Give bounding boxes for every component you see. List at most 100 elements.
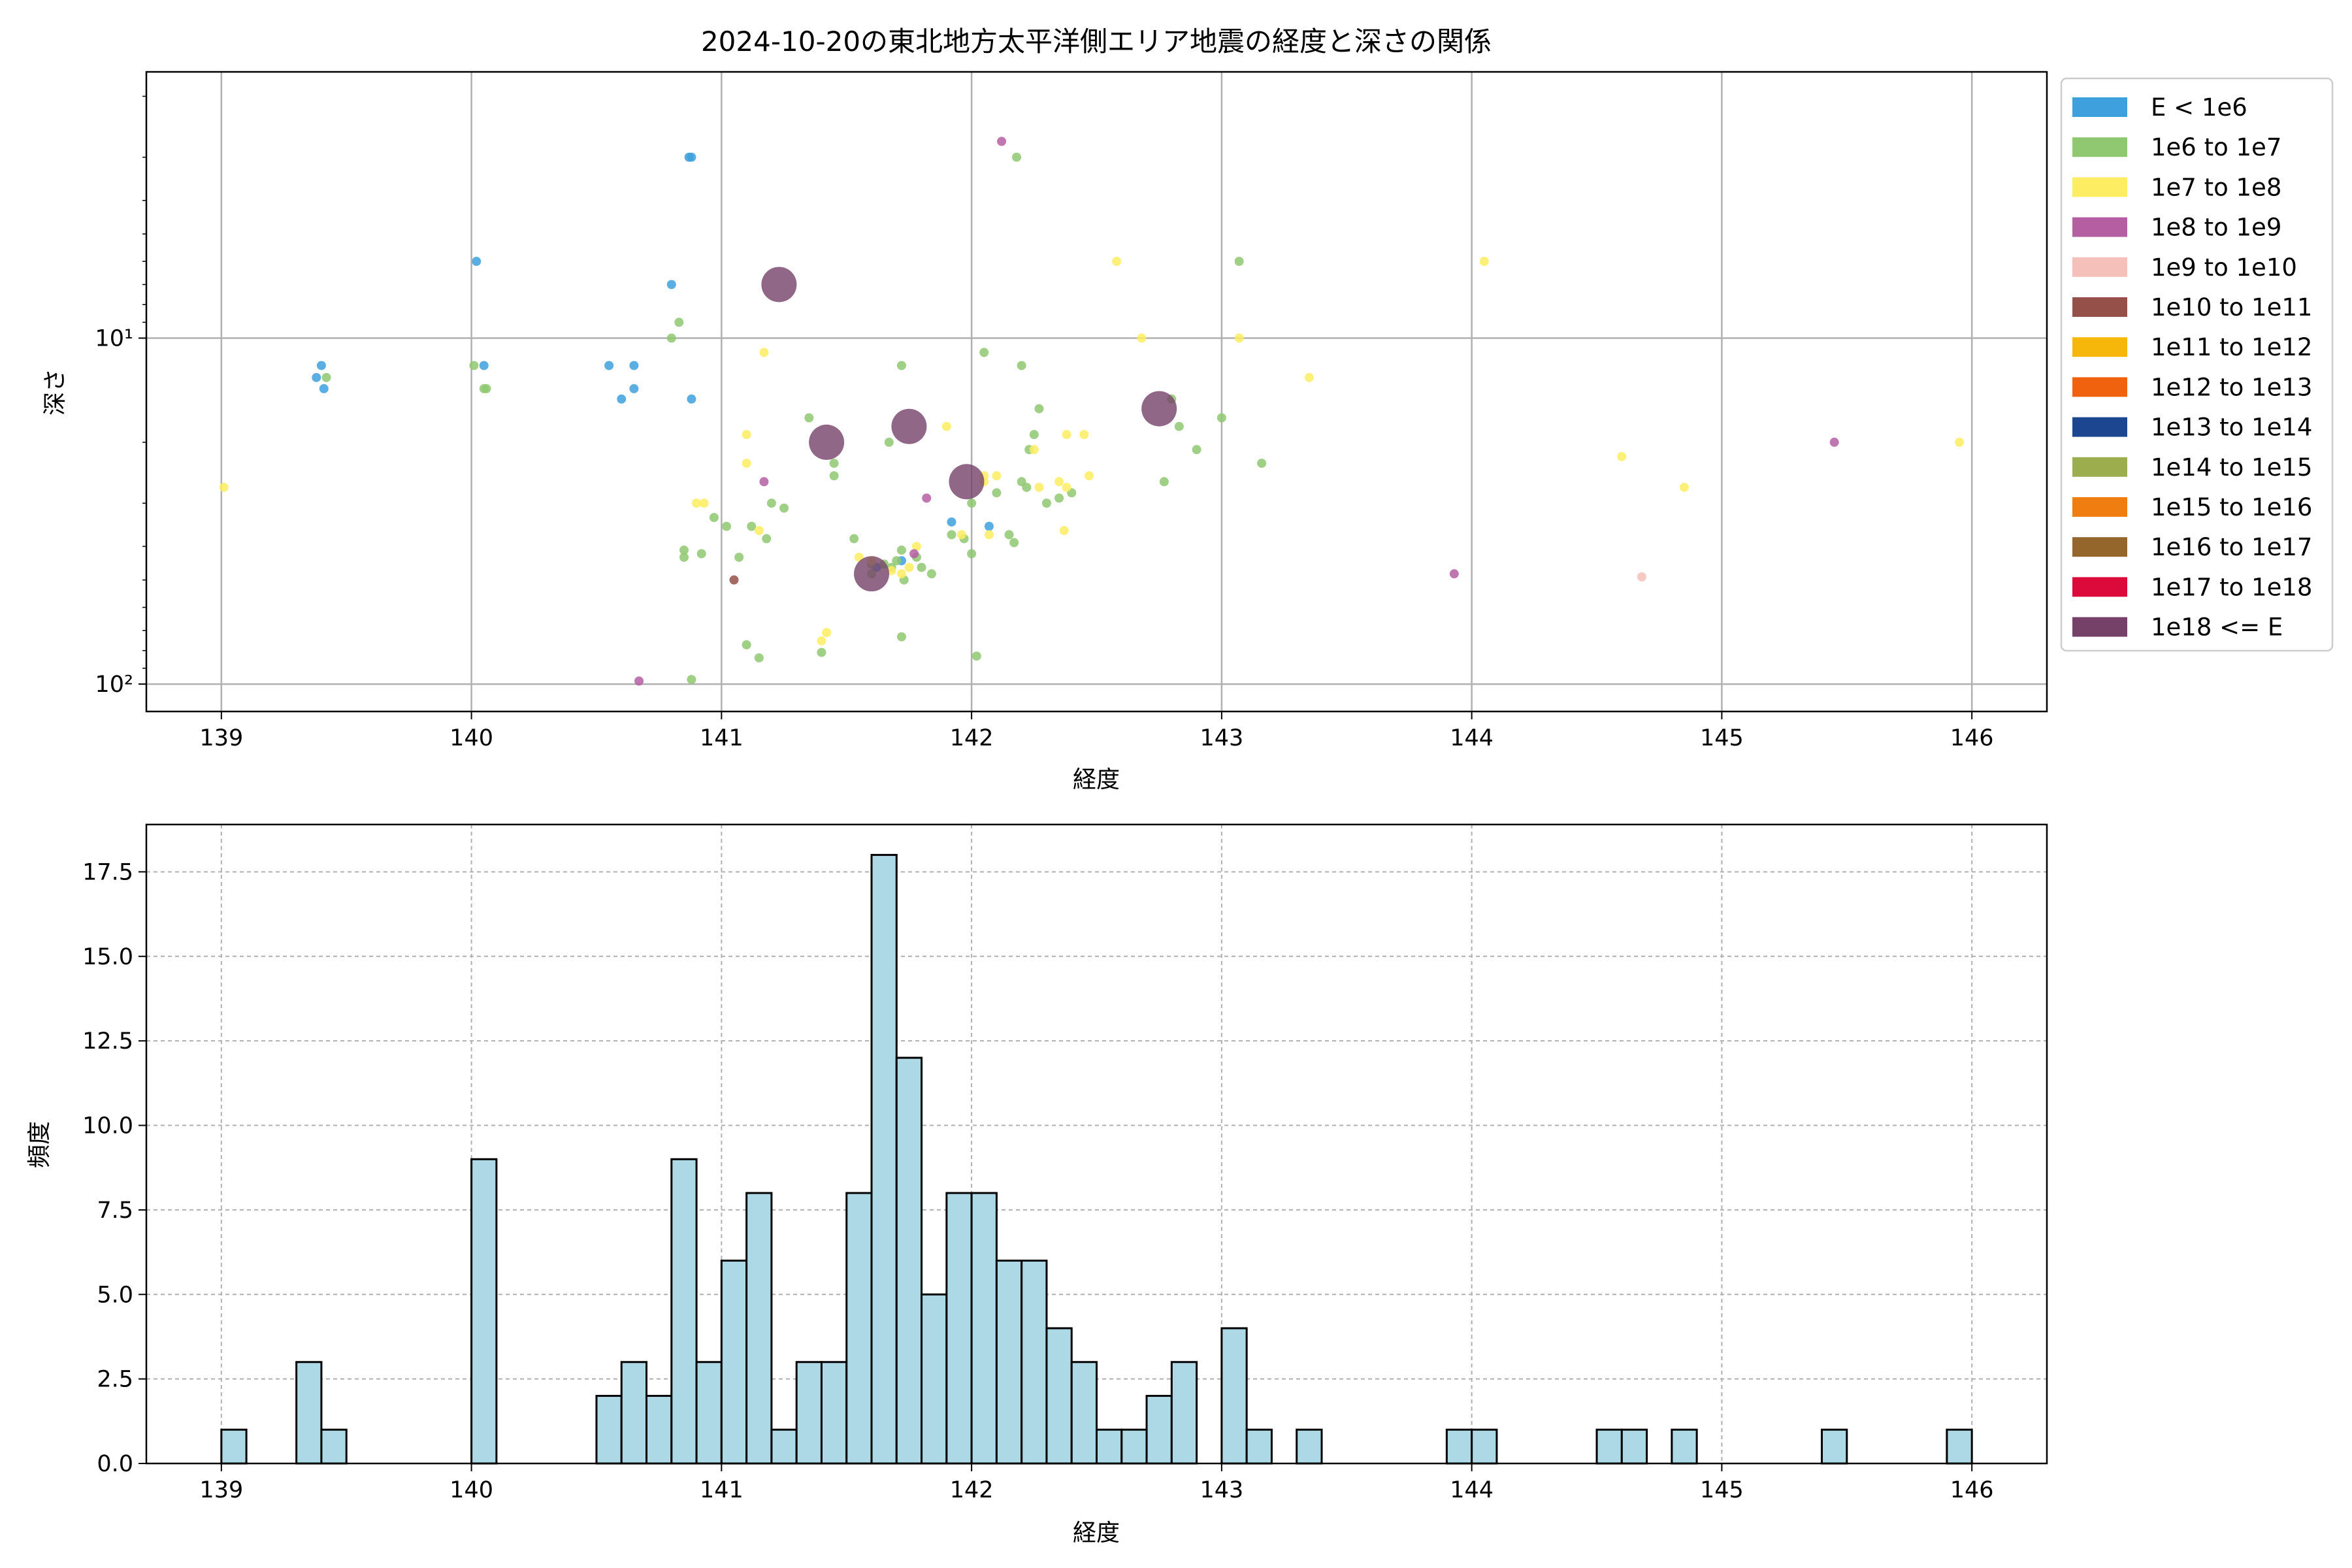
- scatter-point: [1012, 152, 1022, 162]
- scatter-point: [829, 459, 839, 468]
- histogram-bar: [320, 1428, 348, 1465]
- scatter-axis-ticks: 139 140 141 142 143 144 145 146 10¹ 10²: [95, 95, 1994, 751]
- scatter-point: [896, 361, 906, 370]
- histogram-bar: [795, 1361, 823, 1465]
- scatter-point: [759, 348, 769, 357]
- scatter-point: [742, 459, 751, 468]
- scatter-point: [904, 563, 914, 572]
- scatter-point: [482, 384, 491, 393]
- scatter-point: [1004, 530, 1014, 540]
- scatter-point: [804, 413, 814, 423]
- scatter-point: [1029, 430, 1039, 440]
- histogram-bar: [1045, 1327, 1073, 1465]
- legend-swatch: [2072, 577, 2127, 597]
- scatter-point: [1062, 482, 1071, 492]
- scatter-point: [1112, 257, 1122, 267]
- scatter-point: [629, 361, 639, 370]
- histogram-bar: [470, 1158, 498, 1465]
- scatter-point: [891, 408, 927, 444]
- scatter-point: [762, 534, 772, 544]
- scatter-point: [1174, 421, 1184, 431]
- scatter-point: [1192, 445, 1201, 455]
- scatter-point: [854, 556, 890, 592]
- scatter-point: [917, 563, 926, 572]
- scatter-point: [941, 421, 951, 431]
- legend-frame: [2060, 77, 2334, 652]
- histogram-bar: [595, 1395, 623, 1465]
- scatter-point: [666, 280, 676, 289]
- legend-label: 1e6 to 1e7: [2151, 133, 2281, 161]
- legend-label: 1e15 to 1e16: [2151, 493, 2312, 521]
- histogram-bar: [1445, 1428, 1473, 1465]
- histogram-x-tick-label: 141: [700, 1477, 743, 1503]
- scatter-point: [1617, 451, 1627, 461]
- scatter-point: [967, 498, 977, 508]
- scatter-point: [822, 628, 832, 638]
- scatter-point: [679, 546, 689, 555]
- scatter-point: [1141, 391, 1177, 427]
- histogram-bar: [720, 1260, 748, 1465]
- histogram-panel: 139 140 141 142 143 144 145 146 0.0 2.5 5.0 7.5 10.0…: [26, 823, 2048, 1546]
- scatter-point: [829, 471, 839, 481]
- scatter-y-axis-label: 深さ: [42, 368, 69, 416]
- histogram-bar: [1070, 1361, 1098, 1465]
- histogram-bar: [1170, 1361, 1198, 1465]
- histogram-y-tick-label: 2.5: [97, 1367, 133, 1393]
- histogram-bar: [620, 1361, 648, 1465]
- histogram-x-tick-label: 144: [1450, 1477, 1494, 1503]
- histogram-x-tick-label: 143: [1200, 1477, 1243, 1503]
- histogram-y-tick-label: 0.0: [97, 1451, 133, 1477]
- scatter-point: [1062, 430, 1071, 440]
- scatter-x-tick-label: 145: [1700, 725, 1744, 751]
- scatter-point: [896, 569, 906, 579]
- scatter-x-tick-label: 142: [950, 725, 994, 751]
- histogram-x-tick-label: 142: [950, 1477, 994, 1503]
- histogram-bar: [745, 1192, 773, 1465]
- scatter-point: [759, 477, 769, 487]
- scatter-point: [722, 521, 732, 531]
- scatter-point: [967, 549, 977, 559]
- scatter-point: [687, 394, 696, 404]
- histogram-plot-frame: [145, 823, 2048, 1465]
- histogram-y-tick-label: 7.5: [97, 1198, 133, 1224]
- scatter-point: [1257, 459, 1267, 468]
- histogram-bar: [1096, 1428, 1123, 1465]
- scatter-point: [909, 549, 919, 559]
- scatter-point: [947, 517, 956, 527]
- histogram-axis-ticks: 139 140 141 142 143 144 145 146 0.0 2.5 5.0 7.5 10.0…: [82, 859, 1994, 1503]
- scatter-point: [692, 498, 702, 508]
- legend-swatch: [2072, 377, 2127, 397]
- histogram-y-tick-label: 12.5: [82, 1028, 133, 1054]
- scatter-point: [1054, 493, 1064, 503]
- legend-label: 1e11 to 1e12: [2151, 333, 2312, 361]
- scatter-point: [887, 566, 896, 576]
- legend-swatch: [2072, 177, 2127, 197]
- scatter-point: [696, 549, 706, 559]
- scatter-point: [1029, 445, 1039, 455]
- histogram-y-tick-label: 5.0: [97, 1282, 133, 1308]
- histogram-bar: [1120, 1428, 1148, 1465]
- scatter-point: [1829, 437, 1839, 447]
- scatter-point: [1085, 471, 1094, 481]
- scatter-x-tick-label: 140: [449, 725, 493, 751]
- scatter-point: [699, 498, 709, 508]
- scatter-point: [779, 503, 789, 513]
- scatter-point: [896, 546, 906, 555]
- scatter-point: [1059, 526, 1069, 536]
- scatter-point: [1009, 538, 1019, 547]
- histogram-x-tick-label: 146: [1950, 1477, 1994, 1503]
- legend-swatch: [2072, 537, 2127, 557]
- scatter-x-tick-label: 143: [1200, 725, 1243, 751]
- scatter-point: [1017, 361, 1026, 370]
- histogram-bar: [770, 1428, 798, 1465]
- histogram-bar: [921, 1293, 948, 1465]
- scatter-point: [479, 361, 489, 370]
- scatter-point: [922, 493, 932, 503]
- legend-swatch: [2072, 297, 2127, 317]
- scatter-point: [1637, 572, 1646, 582]
- scatter-point: [992, 471, 1002, 481]
- scatter-x-tick-label: 146: [1950, 725, 1994, 751]
- scatter-point: [742, 640, 751, 649]
- scatter-y-tick-label: 10¹: [95, 326, 133, 352]
- scatter-point: [1159, 477, 1169, 487]
